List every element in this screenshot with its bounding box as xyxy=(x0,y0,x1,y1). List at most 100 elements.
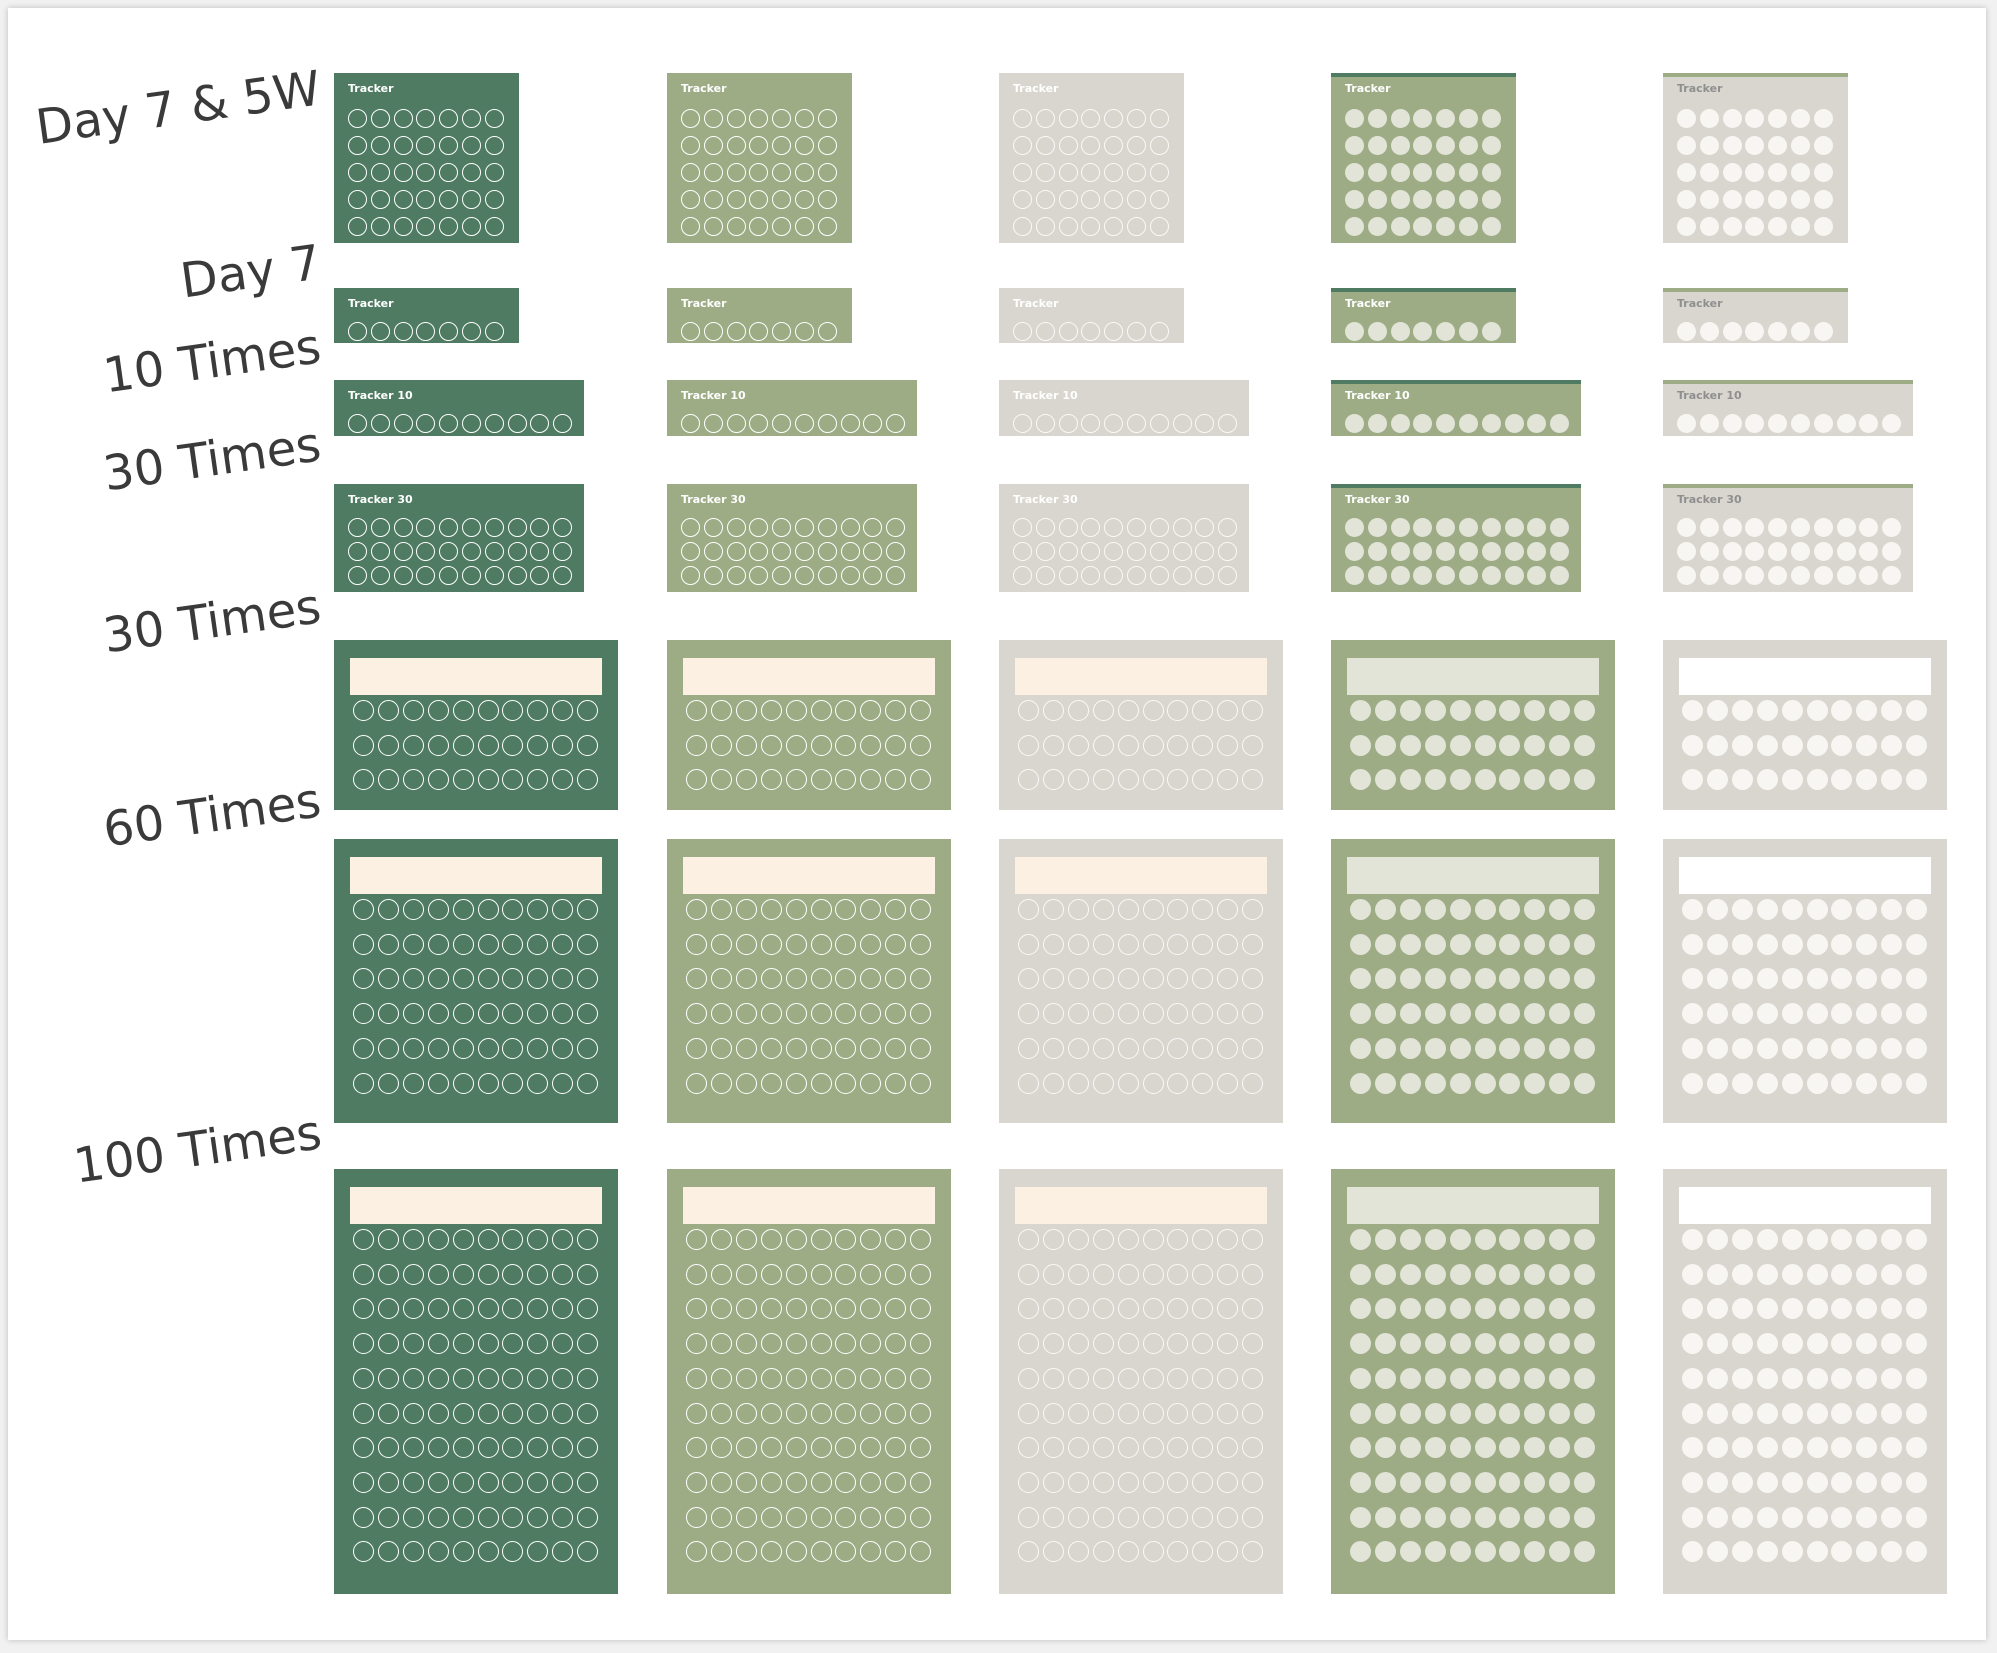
tracker-circle xyxy=(502,1541,524,1563)
tracker-circle xyxy=(1399,1072,1421,1094)
tracker-circle xyxy=(370,566,390,585)
tracker-circle xyxy=(735,1402,757,1424)
tracker-circle xyxy=(760,1003,782,1025)
tracker-circle xyxy=(681,322,700,341)
card-accent-stripe xyxy=(1331,73,1516,77)
tracker-circle xyxy=(1499,700,1521,721)
tracker-circle xyxy=(1549,1037,1571,1059)
tracker-circle xyxy=(1117,1471,1139,1493)
tracker-circle xyxy=(577,1072,599,1094)
tracker-circle xyxy=(1217,1402,1239,1424)
tracker-circle xyxy=(477,700,499,721)
tracker-circle xyxy=(1856,933,1878,955)
tracker-circle xyxy=(1042,1298,1064,1320)
tracker-circle xyxy=(810,700,832,721)
tracker-circle xyxy=(1042,1072,1064,1094)
tracker-circle xyxy=(477,1367,499,1389)
tracker-circle xyxy=(427,1437,449,1459)
tracker-circle xyxy=(530,542,550,561)
tracker-circle xyxy=(1831,1333,1853,1355)
tracker-circle xyxy=(1682,1072,1703,1094)
tracker-circle xyxy=(1117,1367,1139,1389)
tracker-circle xyxy=(1142,1402,1164,1424)
tracker-circle xyxy=(1413,566,1433,585)
tracker-circle xyxy=(1806,1037,1828,1059)
tracker-circle xyxy=(1474,700,1496,721)
tracker-circle xyxy=(1367,136,1387,155)
tracker-circle xyxy=(484,163,504,182)
tracker-circle xyxy=(1345,322,1364,341)
tracker-circle xyxy=(1706,1298,1728,1320)
tracker-circle xyxy=(1242,700,1264,721)
tracker-circle xyxy=(1081,566,1101,585)
tracker-circle xyxy=(1881,1072,1903,1094)
tracker-circle xyxy=(885,700,907,721)
tracker-circle xyxy=(552,1367,574,1389)
tracker-circle xyxy=(1499,1367,1521,1389)
tracker-circle xyxy=(1167,734,1189,756)
tracker-circle xyxy=(502,1072,524,1094)
tracker-circle xyxy=(1731,1471,1753,1493)
tracker-circle xyxy=(484,518,504,537)
tracker-circle xyxy=(1242,1541,1264,1563)
tracker-circle xyxy=(1374,899,1396,920)
tracker-circle xyxy=(1474,1471,1496,1493)
tracker-circle xyxy=(1067,1471,1089,1493)
tracker-circle xyxy=(1813,163,1833,182)
tracker-circle xyxy=(1524,1437,1546,1459)
tracker-circle xyxy=(1018,1003,1039,1025)
tracker-circle xyxy=(681,190,700,209)
tracker-circle xyxy=(760,968,782,990)
tracker-circle xyxy=(1167,769,1189,791)
tracker-circle xyxy=(1881,1437,1903,1459)
tracker-circle xyxy=(1167,1037,1189,1059)
tracker-circle xyxy=(735,968,757,990)
tracker-circle xyxy=(1081,542,1101,561)
tracker-circle xyxy=(1550,566,1570,585)
tracker-circle xyxy=(1018,1333,1039,1355)
tracker-circle xyxy=(885,1229,907,1250)
tracker-circle xyxy=(427,1506,449,1528)
tracker-circle xyxy=(1881,1037,1903,1059)
tracker-circle xyxy=(1549,1471,1571,1493)
tracker-title: Tracker 30 xyxy=(681,493,746,506)
tracker-circle xyxy=(1706,1402,1728,1424)
tracker-circle xyxy=(402,1437,424,1459)
tracker-circle xyxy=(402,1298,424,1320)
tracker-circle xyxy=(402,1263,424,1285)
tracker-circle xyxy=(502,1471,524,1493)
tracker-circle xyxy=(1856,700,1878,721)
tracker-circle xyxy=(1217,968,1239,990)
tracker-circle xyxy=(1881,769,1903,791)
tracker-circle xyxy=(1367,518,1387,537)
tracker-circle xyxy=(1192,700,1214,721)
tracker-circle xyxy=(1424,734,1446,756)
tracker-circle xyxy=(1399,1402,1421,1424)
tracker-circle xyxy=(427,1402,449,1424)
tracker-circle xyxy=(1527,518,1547,537)
tracker-circle xyxy=(726,163,746,182)
tracker-circle xyxy=(1374,933,1396,955)
tracker-circle xyxy=(1104,163,1124,182)
tracker-title: Tracker 30 xyxy=(348,493,413,506)
tracker-circle xyxy=(1459,217,1478,236)
tracker-circle xyxy=(686,1072,707,1094)
tracker-circle xyxy=(1018,734,1039,756)
tracker-circle xyxy=(1574,1367,1596,1389)
tracker-circle xyxy=(910,1437,932,1459)
tracker-circle xyxy=(772,566,792,585)
tracker-circle xyxy=(735,1541,757,1563)
tracker-circle xyxy=(416,136,436,155)
tracker-circle xyxy=(1706,1003,1728,1025)
tracker-title: Tracker xyxy=(348,297,394,310)
tracker-circle xyxy=(1781,968,1803,990)
tracker-circle xyxy=(402,1506,424,1528)
tracker-circle xyxy=(427,734,449,756)
tracker-circle xyxy=(1424,1506,1446,1528)
tracker-circle xyxy=(427,1003,449,1025)
tracker-circle xyxy=(416,566,436,585)
tracker-circle xyxy=(885,899,907,920)
tracker-circle xyxy=(1499,1541,1521,1563)
tracker-card: Tracker 10 xyxy=(1331,380,1581,436)
tracker-circle xyxy=(1722,136,1742,155)
